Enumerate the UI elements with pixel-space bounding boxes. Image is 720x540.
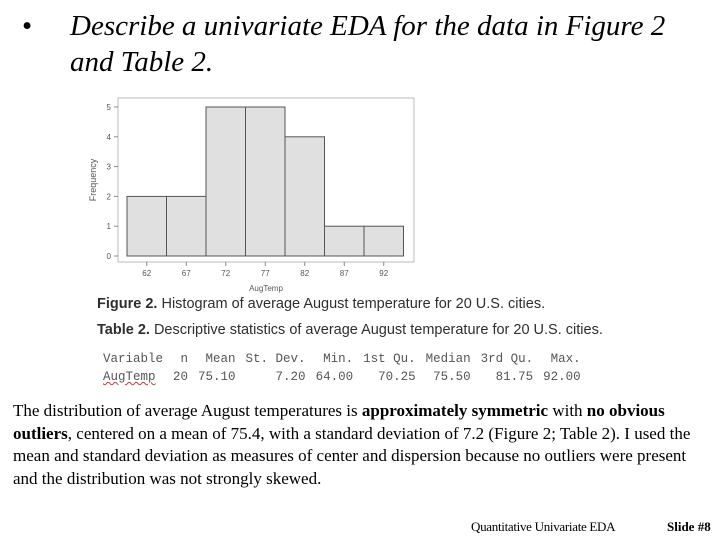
- y-tick-label: 5: [107, 103, 112, 112]
- header-mean: Mean: [205, 352, 236, 366]
- para-part-1: The distribution of average August tempe…: [13, 401, 362, 420]
- figure-caption-text: Histogram of average August temperature …: [157, 296, 546, 312]
- stats-header-row: Variable n Mean St. Dev. Min. 1st Qu. Me…: [100, 350, 586, 368]
- y-axis: 0 1 2 3 4 5: [107, 103, 118, 261]
- bars: [126, 106, 404, 257]
- cell-max: 92.00: [543, 370, 581, 384]
- cell-median: 75.50: [433, 370, 471, 384]
- x-tick-label: 67: [182, 269, 191, 278]
- bar-82: [284, 136, 325, 257]
- y-axis-label: Frequency: [88, 158, 98, 201]
- header-n: n: [180, 352, 189, 366]
- cell-sd: 7.20: [275, 370, 306, 384]
- y-tick-label: 2: [107, 192, 112, 201]
- header-q1: 1st Qu.: [363, 352, 416, 366]
- x-tick-label: 87: [340, 269, 349, 278]
- bullet-text: Describe a univariate EDA for the data i…: [70, 10, 666, 78]
- header-min: Min.: [323, 352, 354, 366]
- bar-92: [363, 225, 404, 257]
- bullet-symbol: •: [22, 10, 33, 42]
- bar-67: [166, 195, 207, 257]
- x-tick-label: 72: [221, 269, 230, 278]
- header-median: Median: [425, 352, 471, 366]
- x-axis: 62 67 72 77 82 87 92: [142, 262, 389, 278]
- header-variable: Variable: [103, 352, 164, 366]
- bar-77: [245, 106, 286, 257]
- cell-q1: 70.25: [378, 370, 416, 384]
- table-caption: Table 2. Descriptive statistics of avera…: [97, 322, 603, 338]
- y-tick-label: 0: [107, 252, 112, 261]
- para-bold-symmetric: approximately symmetric: [361, 401, 549, 420]
- para-part-3: , centered on a mean of 75.4, with a sta…: [13, 423, 691, 488]
- summary-paragraph: The distribution of average August tempe…: [13, 400, 713, 490]
- stats-table: Variable n Mean St. Dev. Min. 1st Qu. Me…: [100, 350, 586, 386]
- cell-variable: AugTemp: [103, 370, 156, 384]
- table-caption-label: Table 2.: [97, 322, 150, 338]
- table-caption-text: Descriptive statistics of average August…: [149, 322, 603, 338]
- bullet-prompt: • Describe a univariate EDA for the data…: [22, 8, 702, 80]
- figure-caption: Figure 2. Histogram of average August te…: [97, 296, 545, 312]
- x-tick-label: 62: [142, 269, 151, 278]
- header-max: Max.: [550, 352, 581, 366]
- y-tick-label: 3: [107, 163, 112, 172]
- figure-caption-label: Figure 2.: [97, 296, 158, 312]
- y-tick-label: 1: [107, 222, 112, 231]
- cell-n: 20: [173, 370, 189, 384]
- bar-72: [205, 106, 246, 257]
- cell-min: 64.00: [315, 370, 354, 384]
- x-tick-label: 82: [300, 269, 309, 278]
- footer-course-title: Quantitative Univariate EDA: [471, 519, 616, 534]
- x-axis-label: AugTemp: [249, 284, 283, 293]
- x-tick-label: 92: [379, 269, 388, 278]
- bar-87: [324, 225, 365, 257]
- x-tick-label: 77: [261, 269, 270, 278]
- stats-data-row: AugTemp 20 75.10 7.20 64.00 70.25 75.50 …: [100, 368, 586, 386]
- histogram-chart: 0 1 2 3 4 5 62 67 72 77 82 87 92 Frequency AugTemp: [88, 97, 415, 293]
- cell-mean: 75.10: [198, 370, 236, 384]
- bar-62: [126, 195, 167, 257]
- y-tick-label: 4: [107, 133, 112, 142]
- para-bold-outliers: no obvious outliers: [13, 401, 665, 443]
- footer-slide-number: Slide #8: [667, 519, 711, 534]
- cell-q3: 81.75: [495, 370, 534, 384]
- header-sd: St. Dev.: [245, 352, 306, 366]
- header-q3: 3rd Qu.: [480, 352, 534, 366]
- para-part-2: with: [548, 401, 587, 420]
